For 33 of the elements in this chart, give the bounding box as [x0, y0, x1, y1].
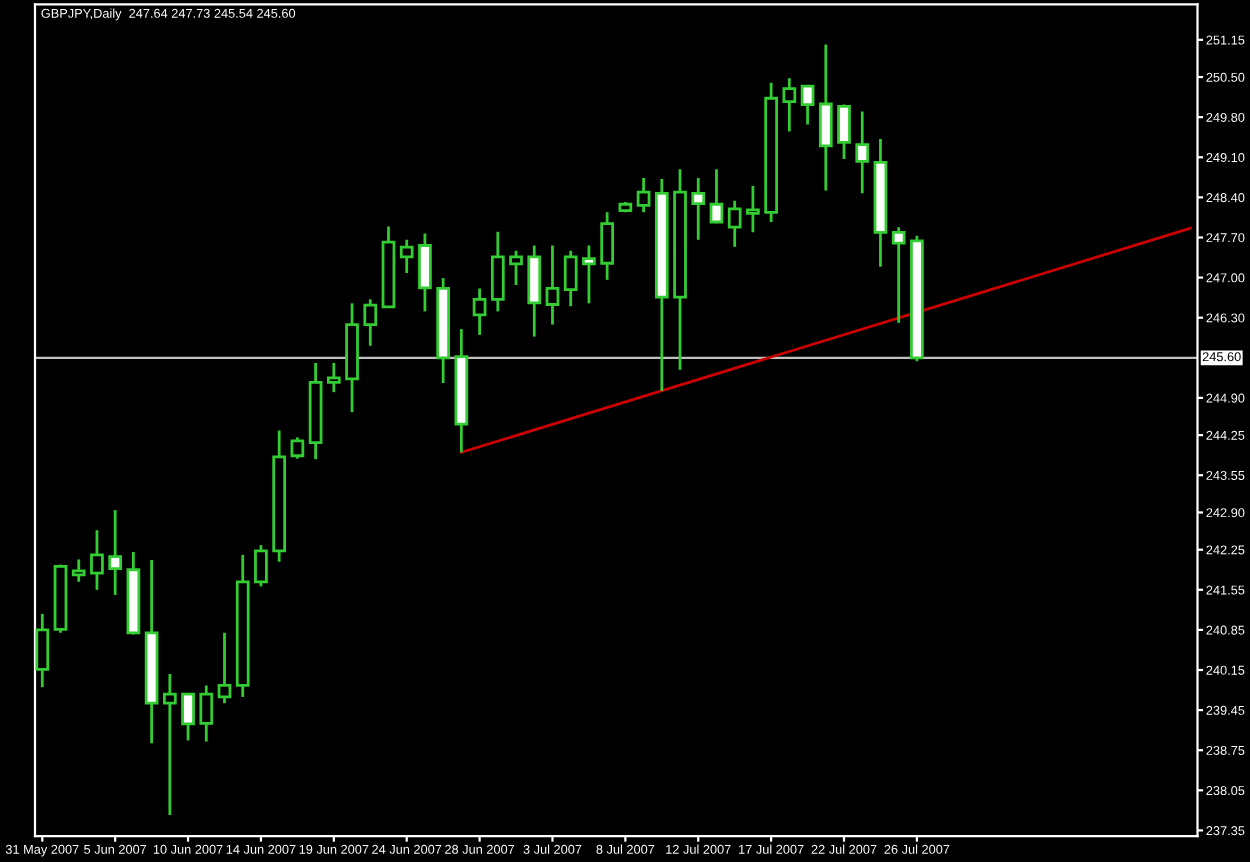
candlestick [181, 691, 195, 742]
candlestick [545, 244, 560, 326]
candlestick [217, 631, 232, 705]
candlestick [636, 176, 651, 214]
candlestick [727, 199, 742, 249]
candlestick [800, 83, 815, 127]
candlestick [399, 238, 414, 275]
candlestick [326, 361, 341, 394]
candlestick [582, 244, 596, 305]
candlestick [563, 249, 578, 308]
candlestick [71, 558, 86, 584]
candlestick [691, 176, 706, 242]
candlestick [90, 528, 104, 592]
candlestick [199, 684, 214, 743]
candlestick [600, 210, 614, 282]
candlestick [891, 225, 906, 325]
candlestick [837, 103, 851, 161]
candlestick [509, 249, 523, 287]
candlestick [709, 167, 724, 225]
candlestick [35, 612, 50, 689]
candlestick [254, 543, 268, 588]
candlestick [855, 110, 870, 195]
candlestick [746, 184, 760, 234]
candlestick [418, 232, 432, 313]
candlestick [363, 297, 378, 348]
candlestick [290, 436, 305, 460]
candlestick [818, 43, 833, 192]
candlestick [527, 244, 542, 338]
candlestick [490, 230, 505, 313]
candlestick [782, 76, 797, 133]
candlestick [108, 508, 123, 597]
candlestick [162, 672, 177, 817]
candlestick [472, 287, 487, 337]
